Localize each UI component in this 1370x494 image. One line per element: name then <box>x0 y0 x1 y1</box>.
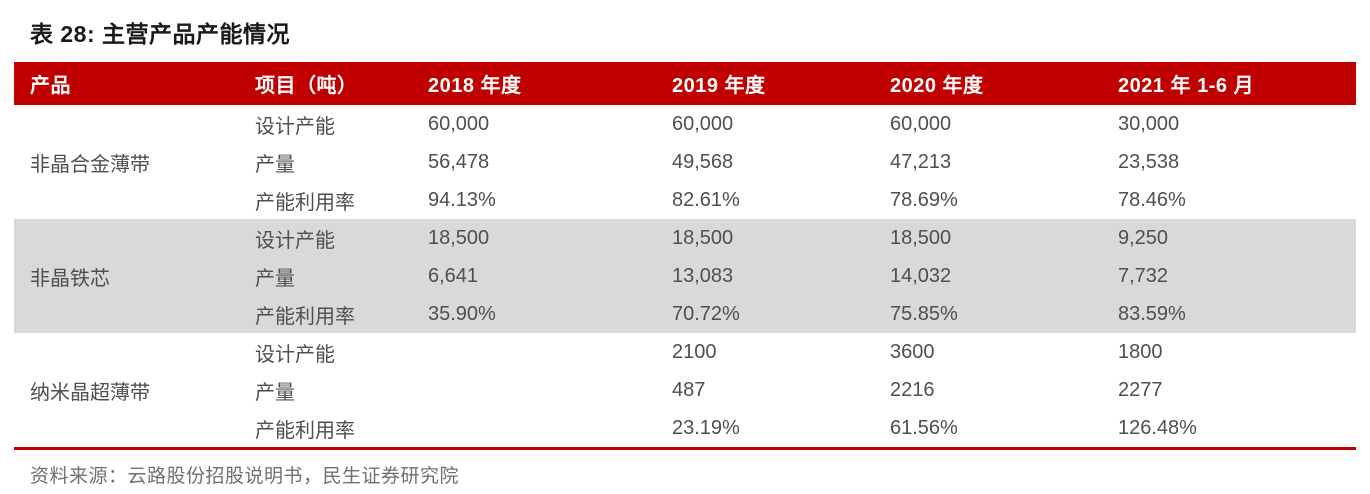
value-cell: 75.85% <box>874 295 1102 333</box>
item-label-cell: 设计产能 <box>239 219 412 257</box>
value-cell: 14,032 <box>874 257 1102 295</box>
value-cell: 13,083 <box>656 257 874 295</box>
value-cell: 23.19% <box>672 416 740 439</box>
value-cell <box>412 371 656 409</box>
value-cell: 83.59% <box>1102 295 1356 333</box>
source-note: 资料来源：云路股份招股说明书，民生证券研究院 <box>30 466 460 487</box>
value-cell: 60,000 <box>672 112 734 135</box>
table-row: 产量 6,641 13,083 14,032 7,732 <box>14 257 1356 295</box>
value-cell: 18,500 <box>874 219 1102 257</box>
table-bottom-rule <box>14 447 1356 450</box>
table-row: 纳米晶超薄带 设计产能 2100 3600 1800 <box>14 333 1356 404</box>
value-cell: 23,538 <box>1118 150 1180 173</box>
value-cell: 3600 <box>890 340 935 363</box>
product-cell-nanocrystalline-strip: 纳米晶超薄带 <box>30 381 150 404</box>
column-header-2021h1: 2021 年 1-6 月 <box>1102 62 1356 105</box>
table-row: 非晶铁芯 设计产能 18,500 18,500 18,500 9,250 <box>14 219 1356 333</box>
column-header-product: 产品 <box>14 62 239 105</box>
value-cell: 61.56% <box>890 416 958 439</box>
column-header-2019: 2019 年度 <box>656 62 874 105</box>
value-cell: 47,213 <box>890 150 952 173</box>
value-cell: 82.61% <box>672 188 740 211</box>
value-cell: 9,250 <box>1102 219 1356 257</box>
table-title: 表 28: 主营产品产能情况 <box>30 21 291 47</box>
column-header-2020: 2020 年度 <box>874 62 1102 105</box>
value-cell: 30,000 <box>1118 112 1180 135</box>
value-cell: 126.48% <box>1118 416 1197 439</box>
value-cell: 56,478 <box>428 150 490 173</box>
table-row: 非晶合金薄带 设计产能 60,000 60,000 60,000 30,000 <box>14 105 1356 176</box>
value-cell: 1800 <box>1118 340 1163 363</box>
item-label-cell: 设计产能 <box>255 115 335 138</box>
value-cell: 487 <box>672 378 706 401</box>
value-cell: 49,568 <box>672 150 734 173</box>
item-label-cell: 产能利用率 <box>239 295 412 333</box>
table-row: 产能利用率 94.13% 82.61% 78.69% 78.46% <box>14 181 1356 219</box>
value-cell <box>412 333 656 371</box>
table-row: 产能利用率 23.19% 61.56% 126.48% <box>14 409 1356 447</box>
capacity-table: 产品 项目（吨） 2018 年度 2019 年度 2020 年度 2021 年 … <box>14 62 1356 447</box>
value-cell: 78.46% <box>1118 188 1186 211</box>
value-cell: 7,732 <box>1102 257 1356 295</box>
product-cell-amorphous-strip: 非晶合金薄带 <box>30 153 150 176</box>
value-cell: 94.13% <box>428 188 496 211</box>
value-cell: 2216 <box>890 378 935 401</box>
table-header-row: 产品 项目（吨） 2018 年度 2019 年度 2020 年度 2021 年 … <box>14 62 1356 105</box>
item-label-cell: 产能利用率 <box>255 191 355 214</box>
value-cell: 70.72% <box>656 295 874 333</box>
value-cell: 35.90% <box>412 295 656 333</box>
value-cell: 60,000 <box>890 112 952 135</box>
table-row: 产量 56,478 49,568 47,213 23,538 <box>14 143 1356 181</box>
value-cell: 2277 <box>1118 378 1163 401</box>
value-cell: 2100 <box>672 340 717 363</box>
item-label-cell: 产量 <box>239 257 412 295</box>
column-header-item: 项目（吨） <box>239 62 412 105</box>
value-cell: 18,500 <box>656 219 874 257</box>
value-cell: 6,641 <box>412 257 656 295</box>
item-label-cell: 产量 <box>255 381 295 404</box>
table-row: 产量 487 2216 2277 <box>14 371 1356 409</box>
product-cell-amorphous-core: 非晶铁芯 <box>14 219 239 333</box>
item-label-cell: 产能利用率 <box>255 419 355 442</box>
item-label-cell: 设计产能 <box>255 343 335 366</box>
value-cell: 18,500 <box>412 219 656 257</box>
value-cell: 78.69% <box>890 188 958 211</box>
table-row: 产能利用率 35.90% 70.72% 75.85% 83.59% <box>14 295 1356 333</box>
value-cell: 60,000 <box>428 112 490 135</box>
value-cell <box>412 409 656 447</box>
item-label-cell: 产量 <box>255 153 295 176</box>
column-header-2018: 2018 年度 <box>412 62 656 105</box>
